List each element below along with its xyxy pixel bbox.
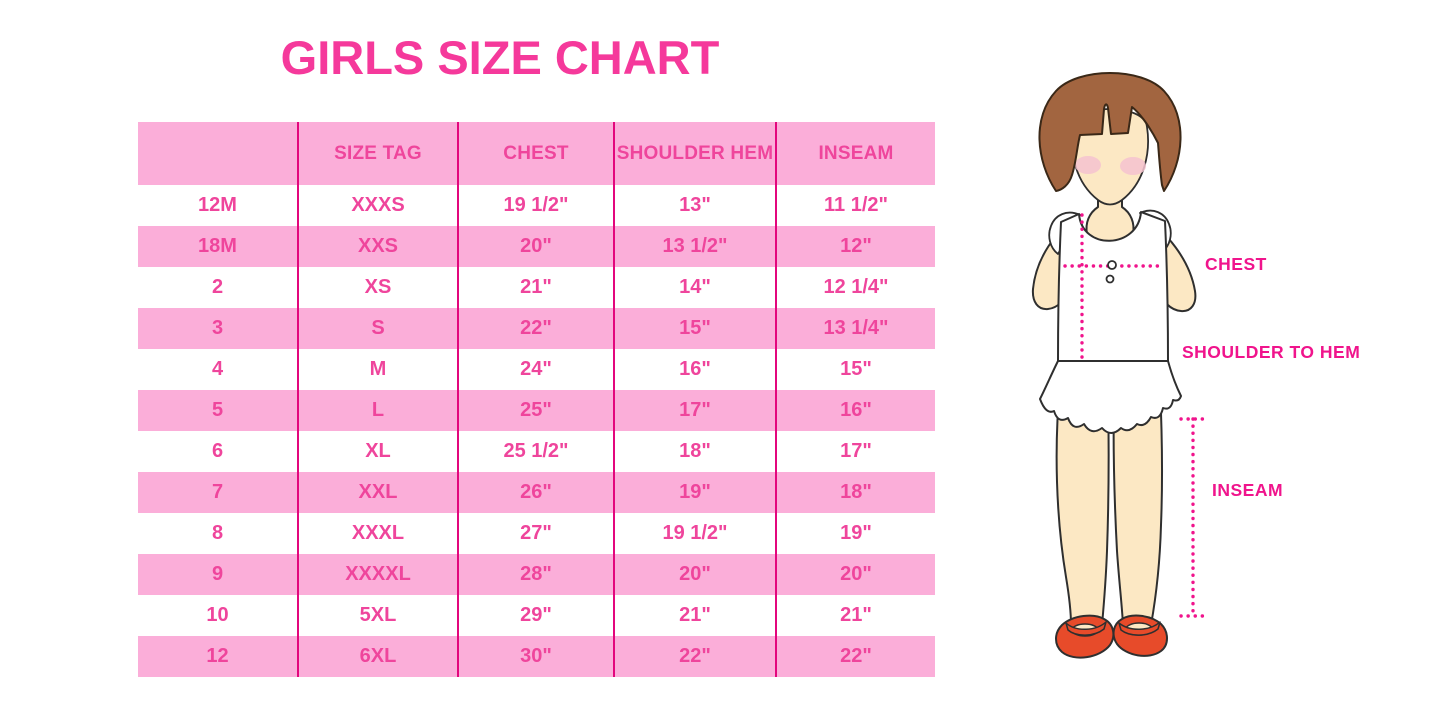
header-cell: SIZE TAG [297,122,457,185]
girl-top-buttons [1105,260,1117,284]
table-row: 6 XL 25 1/2" 18" 17" [138,431,935,472]
table-cell: S [297,308,457,349]
table-row: 12M XXXS 19 1/2" 13" 11 1/2" [138,185,935,226]
table-cell: 15" [613,308,775,349]
header-cell: CHEST [457,122,613,185]
table-cell: 22" [457,308,613,349]
page-title: GIRLS SIZE CHART [280,31,720,84]
table-cell: XL [297,431,457,472]
table-row: 10 5XL 29" 21" 21" [138,595,935,636]
table-cell: 19" [775,513,935,554]
table-cell: 13 1/4" [775,308,935,349]
table-cell: L [297,390,457,431]
table-cell: 17" [613,390,775,431]
table-row: 4 M 24" 16" 15" [138,349,935,390]
size-cell: 18M [198,235,237,257]
measurement-lines [1063,213,1207,618]
size-chart-table: SIZE TAG CHEST SHOULDER HEM INSEAM 12M XXXS 19… [138,122,935,677]
table-header-row: SIZE TAG CHEST SHOULDER HEM INSEAM [138,122,935,185]
table-cell: 15" [775,349,935,390]
table-cell: 12 1/4" [775,267,935,308]
table-cell: 22" [613,636,775,677]
table-cell: 19" [613,472,775,513]
table-cell: 18" [613,431,775,472]
shoulder-to-hem-measure-label: SHOULDER TO HEM [1182,342,1361,362]
table-cell: 21" [457,267,613,308]
table-row: 8 XXXL 27" 19 1/2" 19" [138,513,935,554]
table-cell: 16" [775,390,935,431]
size-cell: 2 [211,276,224,298]
table-cell: XS [297,267,457,308]
table-row: 18M XXS 20" 13 1/2" 12" [138,226,935,267]
table-cell: 20" [613,554,775,595]
table-cell: 29" [457,595,613,636]
table-cell: 21" [613,595,775,636]
table-cell: 22" [775,636,935,677]
table-cell: XXXS [297,185,457,226]
table-cell: 19 1/2" [457,185,613,226]
header-cell: SHOULDER HEM [613,122,775,185]
girl-blush [1075,156,1146,175]
size-cell: 9 [211,563,224,585]
table-row: 12 6XL 30" 22" 22" [138,636,935,677]
size-cell: 5 [211,399,224,421]
table-row: 2 XS 21" 14" 12 1/4" [138,267,935,308]
table-row: 3 S 22" 15" 13 1/4" [138,308,935,349]
table-cell: 12" [775,226,935,267]
header-cell: INSEAM [775,122,935,185]
table-cell: 11 1/2" [775,185,935,226]
table-cell: 17" [775,431,935,472]
table-cell: 26" [457,472,613,513]
table-cell: 20" [457,226,613,267]
table-cell: XXS [297,226,457,267]
table-cell: 28" [457,554,613,595]
size-cell: 10 [206,604,229,626]
table-cell: 20" [775,554,935,595]
girl-measurement-figure: CHEST SHOULDER TO HEM INSEAM [1010,55,1445,715]
girl-illustration [1031,72,1207,659]
table-row: 9 XXXXL 28" 20" 20" [138,554,935,595]
table-cell: 27" [457,513,613,554]
size-cell: 6 [211,440,224,462]
table-cell: 24" [457,349,613,390]
table-cell: XXL [297,472,457,513]
girl-top [1057,211,1169,362]
table-cell: 16" [613,349,775,390]
table-cell: 19 1/2" [613,513,775,554]
table-cell: 18" [775,472,935,513]
size-cell: 3 [211,317,224,339]
table-cell: 30" [457,636,613,677]
table-cell: 14" [613,267,775,308]
table-cell: XXXL [297,513,457,554]
size-cell: 4 [211,358,224,380]
table-cell: 13" [613,185,775,226]
table-cell: 5XL [297,595,457,636]
table-cell: M [297,349,457,390]
size-cell: 8 [211,522,224,544]
table-row: 5 L 25" 17" 16" [138,390,935,431]
table-cell: 13 1/2" [613,226,775,267]
table-cell: XXXXL [297,554,457,595]
size-cell: 12M [198,194,237,216]
girl-shoes [1055,614,1168,659]
size-cell: 7 [211,481,224,503]
table-cell: 6XL [297,636,457,677]
table-row: 7 XXL 26" 19" 18" [138,472,935,513]
size-cell: 12 [206,645,229,667]
inseam-measure-label: INSEAM [1212,480,1284,500]
girl-legs [1055,384,1164,626]
header-cell-empty [138,122,297,185]
chest-measure-label: CHEST [1205,254,1267,274]
table-cell: 25 1/2" [457,431,613,472]
girl-hair [1038,72,1182,192]
table-cell: 25" [457,390,613,431]
girl-skirt [1039,360,1182,434]
table-cell: 21" [775,595,935,636]
